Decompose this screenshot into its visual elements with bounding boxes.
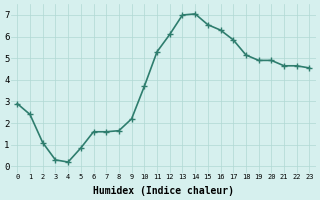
X-axis label: Humidex (Indice chaleur): Humidex (Indice chaleur) (93, 186, 234, 196)
